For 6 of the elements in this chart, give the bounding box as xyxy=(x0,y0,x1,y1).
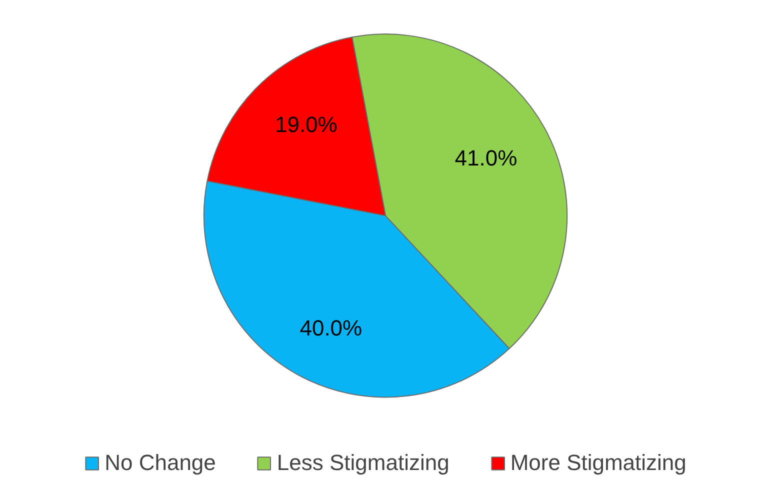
legend-label: No Change xyxy=(104,450,216,476)
legend-label: More Stigmatizing xyxy=(510,450,686,476)
data-label: 41.0% xyxy=(454,145,518,170)
legend-label: Less Stigmatizing xyxy=(276,450,450,476)
data-label: 40.0% xyxy=(300,315,362,340)
data-label: 19.0% xyxy=(274,112,338,138)
